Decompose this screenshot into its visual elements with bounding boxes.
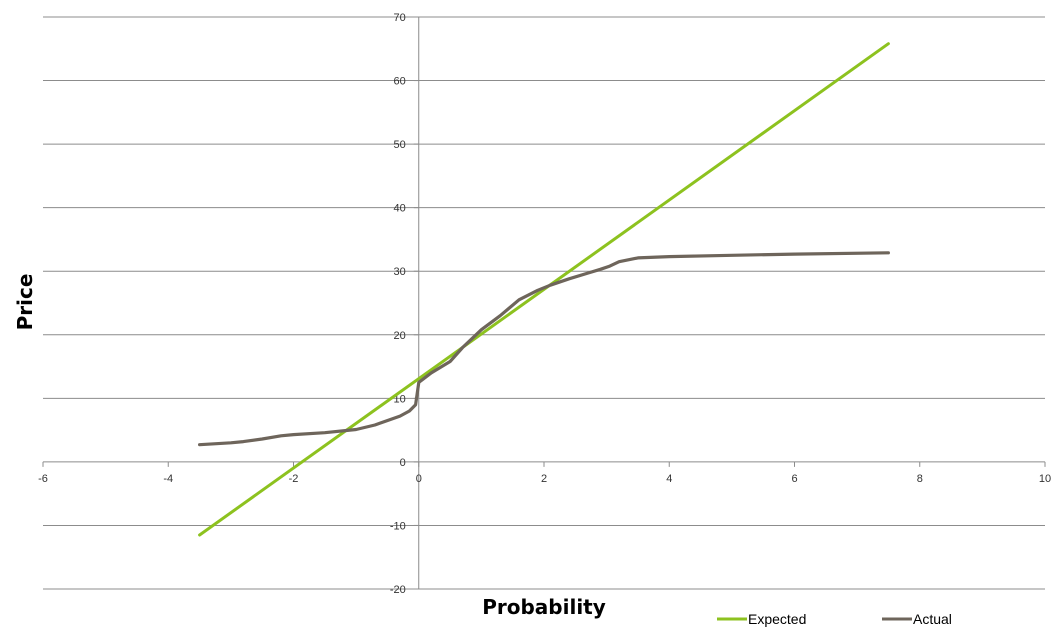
x-tick-label: -6 — [38, 473, 48, 485]
x-tick-label: 0 — [416, 473, 422, 485]
gridlines — [43, 16, 1045, 590]
y-tick-label: 40 — [394, 203, 406, 215]
y-tick-label: 60 — [394, 76, 406, 88]
y-tick-label: 50 — [394, 139, 406, 151]
x-tick-label: 10 — [1039, 473, 1051, 485]
axes — [42, 16, 1046, 590]
x-axis-title: Probability — [482, 595, 606, 619]
y-tick-label: 70 — [394, 12, 406, 24]
x-tick-labels: -6 -4 -2 0 2 4 6 8 10 — [38, 473, 1051, 485]
legend-label-actual: Actual — [913, 611, 952, 627]
y-tick-label: 20 — [394, 330, 406, 342]
series-lines — [198, 42, 891, 537]
series-line-actual — [198, 251, 891, 447]
y-tick-label: -20 — [390, 584, 406, 596]
x-tick-label: 6 — [791, 473, 797, 485]
y-axis-title: Price — [13, 274, 37, 331]
legend-label-expected: Expected — [748, 611, 806, 627]
legend: Expected Actual — [717, 611, 952, 627]
x-tick-label: 8 — [917, 473, 923, 485]
x-tick-label: 4 — [666, 473, 672, 485]
y-tick-label: 30 — [394, 266, 406, 278]
x-tick-label: -4 — [163, 473, 173, 485]
x-tick-label: -2 — [289, 473, 299, 485]
y-tick-label: -10 — [390, 520, 406, 532]
x-tick-label: 2 — [541, 473, 547, 485]
y-tick-label: 0 — [400, 457, 406, 469]
